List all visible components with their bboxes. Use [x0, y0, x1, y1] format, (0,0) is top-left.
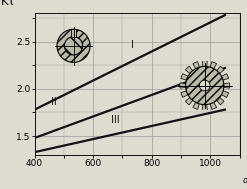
Text: Kτ: Kτ	[0, 0, 15, 8]
Text: $\sigma_{\!\mathit{B}}$Н/мм²: $\sigma_{\!\mathit{B}}$Н/мм²	[242, 175, 247, 187]
Text: III: III	[111, 115, 119, 125]
Text: II: II	[51, 97, 56, 107]
Text: I: I	[131, 40, 134, 50]
